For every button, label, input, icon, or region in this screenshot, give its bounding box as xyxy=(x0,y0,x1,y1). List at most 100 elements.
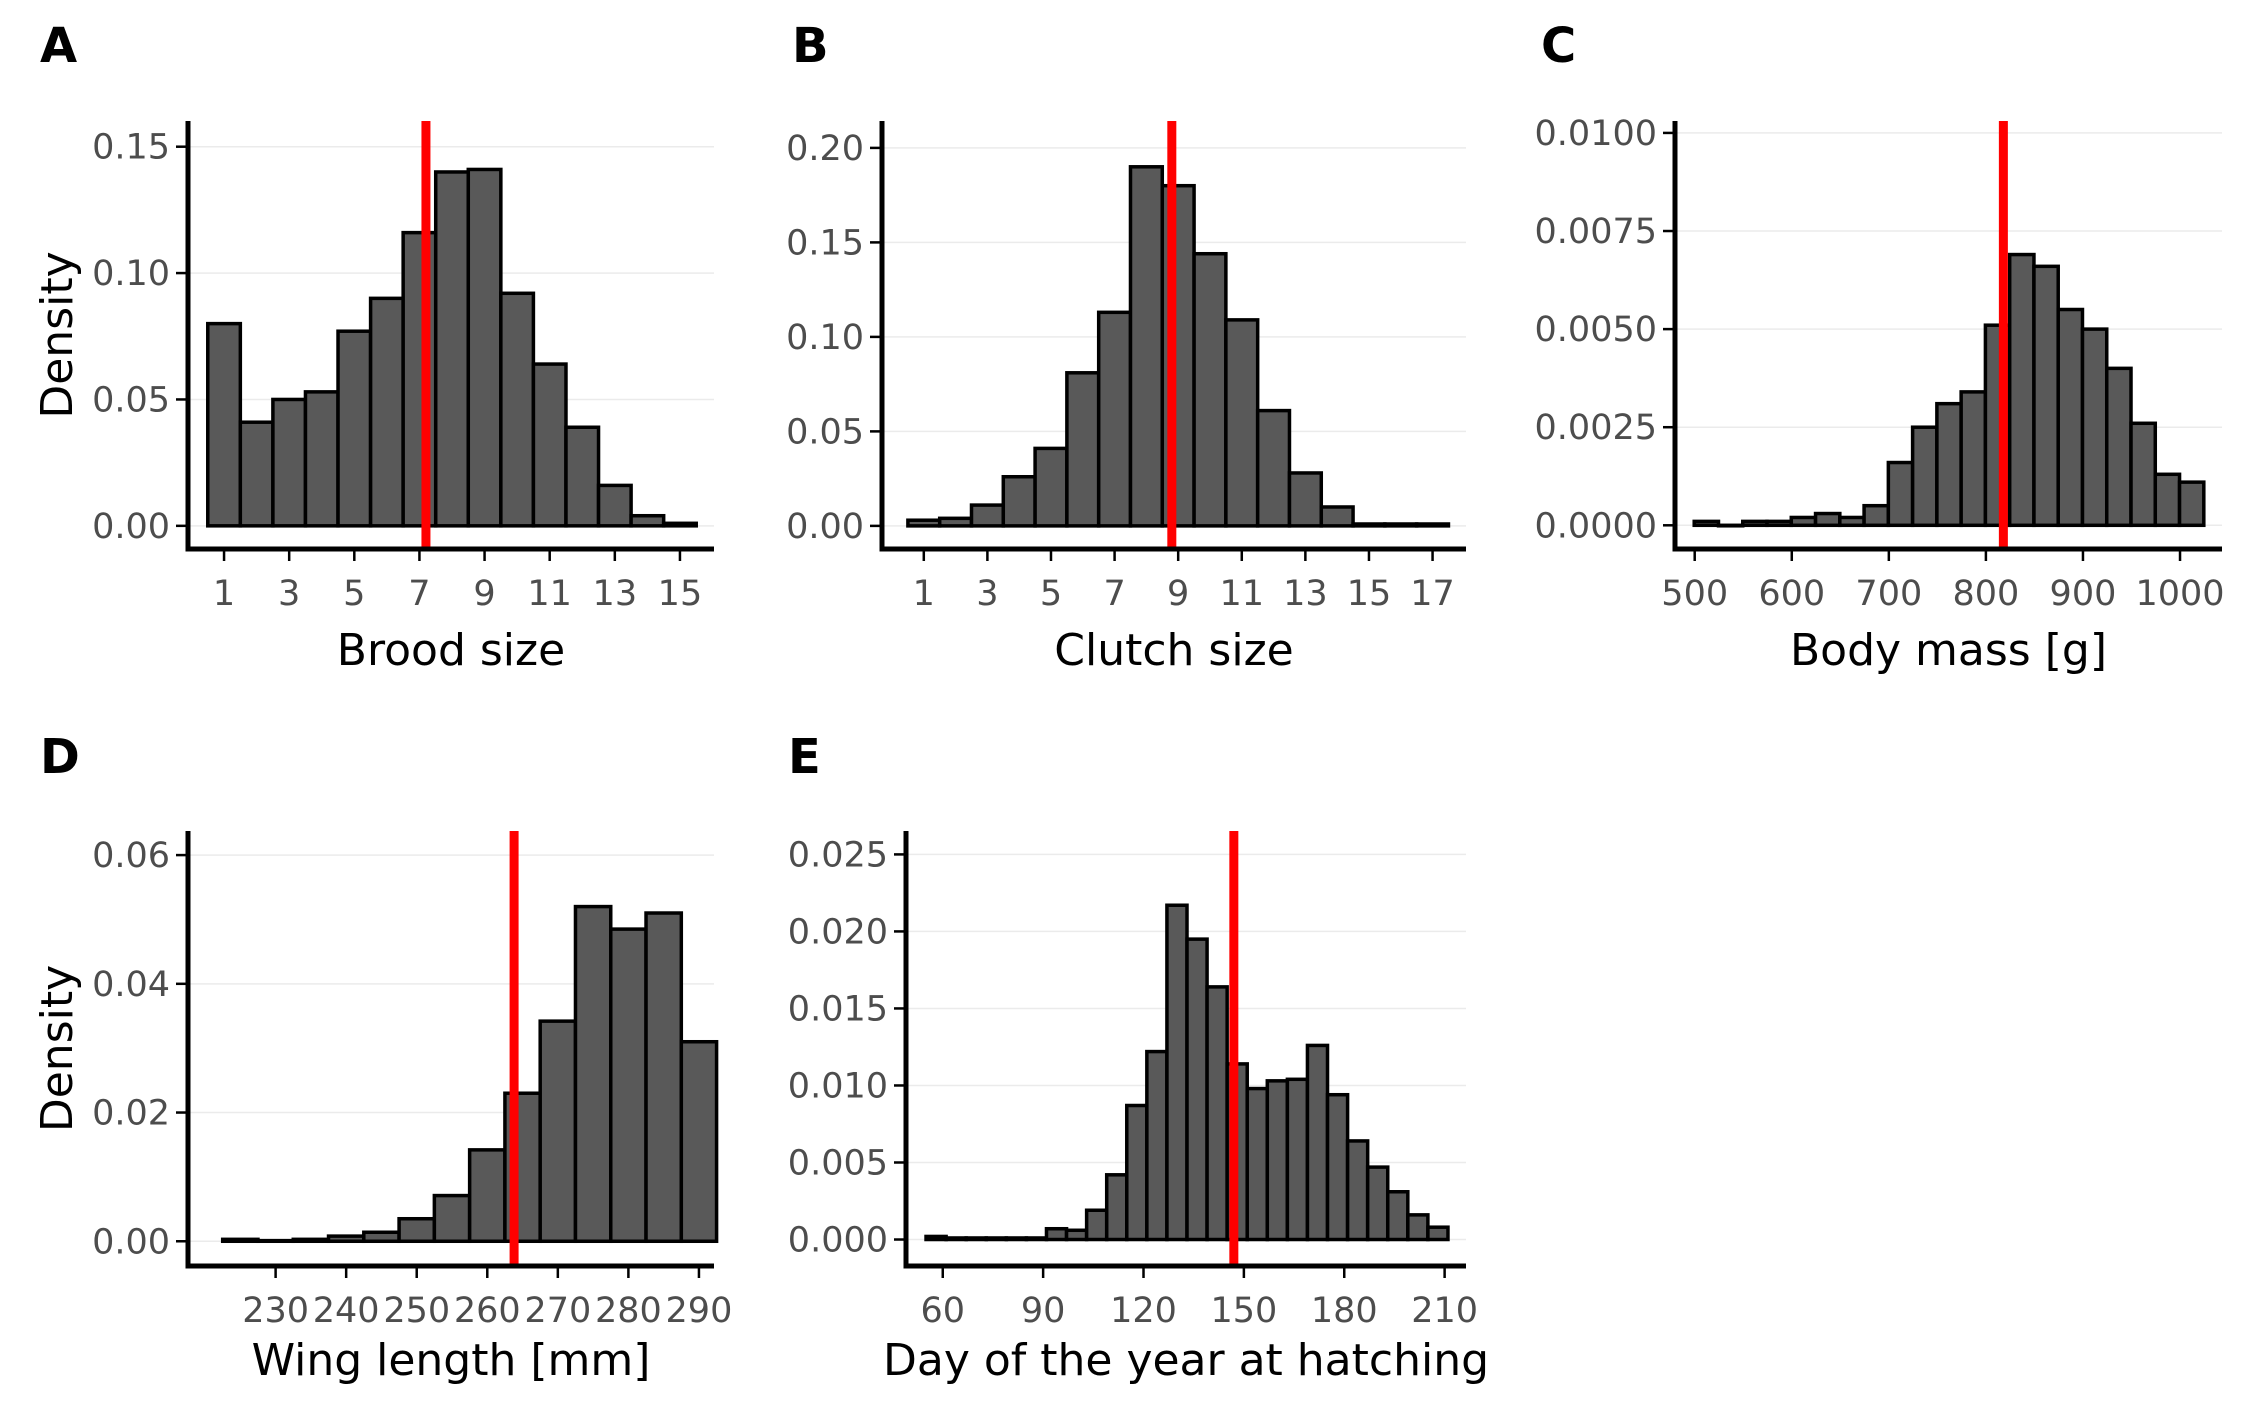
x-tick-label: 1000 xyxy=(2135,574,2224,614)
y-tick-label: 0.010 xyxy=(788,1066,888,1106)
histogram-bar xyxy=(1319,505,1355,528)
histogram-bar xyxy=(1255,408,1292,528)
y-tick-label: 0.04 xyxy=(92,965,170,1005)
histogram-bar xyxy=(238,420,275,528)
histogram-bar xyxy=(564,425,601,528)
histogram-bar xyxy=(1414,522,1451,528)
histogram-bar xyxy=(984,1236,1009,1242)
x-tick-label: 3 xyxy=(278,574,300,614)
x-axis-title: Wing length [mm] xyxy=(252,1335,651,1386)
histogram-bar xyxy=(1765,519,1794,528)
histogram-bar xyxy=(1862,503,1891,528)
histogram-bar xyxy=(1044,1226,1069,1242)
histogram-bar xyxy=(1959,390,1988,528)
histogram-bar xyxy=(2104,366,2133,528)
x-tick-label: 800 xyxy=(1952,574,2019,614)
histogram-bar xyxy=(1065,371,1101,528)
histogram-bar xyxy=(256,1238,296,1244)
y-axis-title: Density xyxy=(32,965,83,1132)
panel-letter: C xyxy=(1541,18,1576,74)
histogram-bar xyxy=(1741,519,1769,528)
y-tick-label: 0.00 xyxy=(786,507,864,547)
y-tick-label: 0.0075 xyxy=(1535,212,1657,252)
y-tick-label: 0.020 xyxy=(788,912,888,952)
histogram-bar xyxy=(326,1234,366,1244)
histogram-bar xyxy=(1205,985,1229,1242)
histogram-bar xyxy=(969,503,1006,528)
histogram-bar xyxy=(362,1230,401,1244)
histogram-bar xyxy=(206,321,243,528)
y-tick-label: 0.0050 xyxy=(1535,310,1657,350)
y-tick-label: 0.05 xyxy=(786,412,864,452)
histogram-bar xyxy=(1001,474,1037,528)
histogram-bar xyxy=(1385,1190,1410,1242)
histogram-bar xyxy=(531,362,568,528)
histogram-bar xyxy=(679,1039,719,1244)
x-tick-label: 250 xyxy=(383,1291,450,1331)
histogram-bar xyxy=(1084,1208,1109,1242)
histogram-bar xyxy=(271,397,308,528)
histogram-bar xyxy=(1096,310,1133,528)
histogram-bar xyxy=(1128,165,1165,528)
histogram-bar xyxy=(466,167,503,528)
histogram-bar xyxy=(397,1216,437,1244)
histogram-bar xyxy=(1838,515,1866,528)
y-tick-label: 0.15 xyxy=(92,128,170,168)
x-tick-label: 280 xyxy=(595,1291,662,1331)
y-tick-label: 0.10 xyxy=(786,318,864,358)
y-tick-label: 0.0000 xyxy=(1535,506,1657,546)
y-tick-label: 0.0100 xyxy=(1535,114,1657,154)
x-tick-label: 9 xyxy=(473,574,495,614)
histogram-bar xyxy=(906,518,942,528)
x-tick-label: 240 xyxy=(313,1291,380,1331)
histogram-bar xyxy=(499,291,536,528)
histogram-bar xyxy=(2129,421,2158,528)
histogram-bar xyxy=(1004,1236,1029,1242)
histogram-bar xyxy=(432,1193,472,1244)
x-tick-label: 11 xyxy=(1220,574,1265,614)
x-tick-label: 260 xyxy=(454,1291,521,1331)
histogram-bar xyxy=(1064,1228,1089,1242)
x-axis-title: Day of the year at hatching xyxy=(883,1335,1489,1386)
y-tick-label: 0.15 xyxy=(786,223,864,263)
histogram-bar xyxy=(609,927,648,1244)
histogram-bar xyxy=(1365,1165,1390,1242)
histogram-bar xyxy=(1406,1213,1430,1242)
histogram-bar xyxy=(1351,522,1387,528)
x-tick-label: 500 xyxy=(1661,574,1728,614)
panel-e-hatching-day: 0.000 0.005 0.010 0.015 0.020 0.025 60 90 120 150… xyxy=(788,729,1489,1386)
histogram-bar xyxy=(1285,1077,1310,1242)
histogram-bar xyxy=(1716,523,1745,528)
x-tick-label: 1 xyxy=(213,574,235,614)
histogram-bar xyxy=(964,1236,989,1242)
histogram-bar xyxy=(573,904,613,1244)
x-tick-label: 5 xyxy=(1040,574,1062,614)
histogram-bar xyxy=(433,170,471,528)
histogram-bar xyxy=(1910,425,1939,528)
histogram-bar xyxy=(1325,1092,1350,1242)
histogram-bar xyxy=(291,1237,331,1244)
histogram-bar xyxy=(924,1234,948,1242)
x-tick-label: 7 xyxy=(408,574,430,614)
y-tick-label: 0.20 xyxy=(786,129,864,169)
x-tick-label: 270 xyxy=(524,1291,591,1331)
y-tick-label: 0.015 xyxy=(788,989,888,1029)
panel-letter: E xyxy=(788,729,821,785)
panel-letter: A xyxy=(40,18,77,74)
panel-d-wing-length: 0.00 0.02 0.04 0.06 230 240 250 260 270 280 290 Win… xyxy=(32,729,732,1386)
histogram-bar xyxy=(2007,252,2036,528)
histogram-bar xyxy=(1145,1049,1169,1242)
histogram-bar xyxy=(2080,327,2109,528)
x-tick-label: 7 xyxy=(1103,574,1125,614)
x-tick-label: 13 xyxy=(593,574,638,614)
histogram-bar xyxy=(303,390,340,528)
histogram-bar xyxy=(1305,1043,1330,1242)
histogram-bar xyxy=(1789,515,1818,528)
histogram-bar xyxy=(1935,401,1963,528)
histogram-bar xyxy=(1265,1079,1290,1242)
y-tick-label: 0.00 xyxy=(92,507,170,547)
histogram-bar xyxy=(2032,264,2060,528)
histogram-bar xyxy=(401,230,438,528)
histogram-bar xyxy=(629,513,666,528)
histogram-bar xyxy=(1192,251,1228,528)
